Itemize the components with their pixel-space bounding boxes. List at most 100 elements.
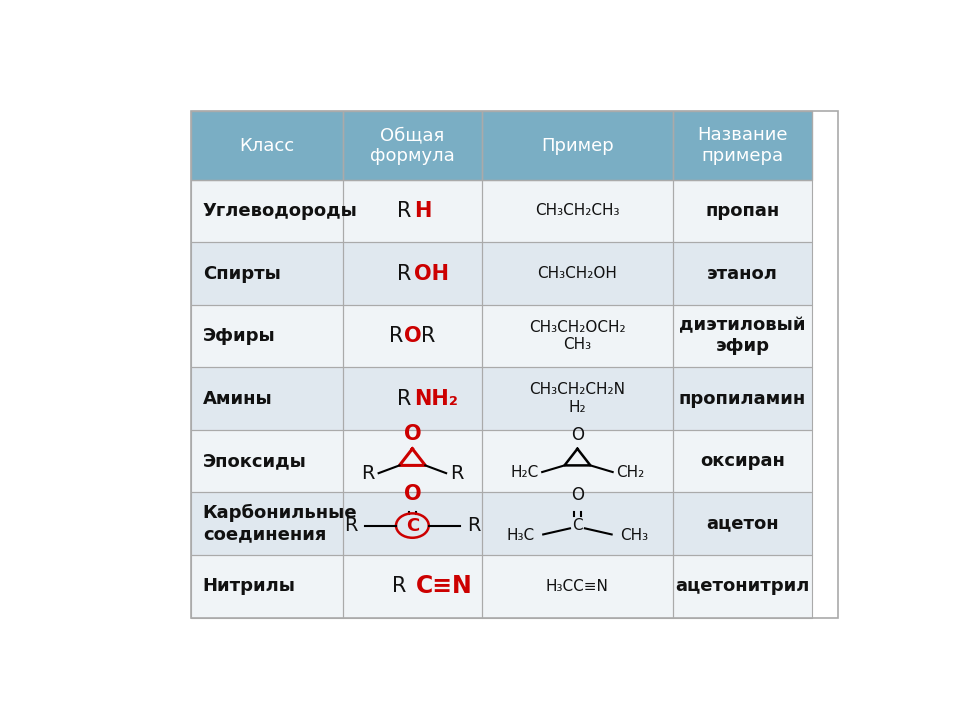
Bar [191,180,343,242]
Text: O: O [571,486,584,504]
Text: диэтиловый
эфир: диэтиловый эфир [680,317,805,356]
Text: ацетонитрил: ацетонитрил [675,577,809,595]
Bar [191,367,343,430]
Bar [343,430,482,492]
Bar [673,180,812,242]
Text: CH₃CH₂CH₂N
H₂: CH₃CH₂CH₂N H₂ [529,382,625,415]
Bar [482,430,673,492]
Bar [482,367,673,430]
Text: R: R [396,264,411,284]
Text: CH₃CH₂CH₃: CH₃CH₂CH₃ [535,204,619,218]
Text: H: H [414,201,431,221]
Text: H₃C: H₃C [506,528,535,543]
Bar [482,305,673,367]
Bar [343,305,482,367]
Text: Общая
формула: Общая формула [370,126,455,165]
Bar [673,112,812,180]
Bar [343,112,482,180]
Text: CH₃CH₂OCH₂
CH₃: CH₃CH₂OCH₂ CH₃ [529,320,626,352]
Text: CH₃CH₂OH: CH₃CH₂OH [538,266,617,281]
Text: пропиламин: пропиламин [679,390,806,408]
Bar [673,492,812,555]
Bar [343,555,482,618]
Bar [482,305,673,367]
Bar [673,305,812,367]
Bar [482,555,673,618]
Text: R: R [450,464,464,482]
Text: ацетон: ацетон [707,515,779,533]
Bar [673,242,812,305]
Text: NH₂: NH₂ [414,389,458,408]
Text: пропан: пропан [706,202,780,220]
Text: O: O [403,326,421,346]
Bar [482,430,673,492]
Text: оксиран: оксиран [700,452,785,470]
Bar [673,180,812,242]
Bar [343,242,482,305]
Text: CH₃: CH₃ [620,528,649,543]
Bar [482,112,673,180]
Text: Эпоксиды: Эпоксиды [203,452,307,470]
Bar [343,180,482,242]
Bar [673,305,812,367]
Bar [343,305,482,367]
Bar [482,492,673,555]
Bar [191,242,343,305]
Bar [343,180,482,242]
Bar [482,242,673,305]
Text: R: R [396,389,411,408]
Bar [191,492,343,555]
Text: OH: OH [414,264,449,284]
Bar [343,555,482,618]
Bar [482,367,673,430]
Bar [482,180,673,242]
Text: CH₂: CH₂ [615,464,644,480]
Bar [191,305,343,367]
Text: Нитрилы: Нитрилы [203,577,296,595]
Text: R: R [389,326,403,346]
Text: H₃CC≡N: H₃CC≡N [546,579,609,594]
Bar [343,367,482,430]
Bar [482,492,673,555]
Bar [343,492,482,555]
Text: Пример: Пример [541,137,613,155]
Bar [482,112,673,180]
Bar [191,430,343,492]
Bar [673,367,812,430]
Text: Амины: Амины [203,390,273,408]
Bar [482,555,673,618]
Bar [343,367,482,430]
Bar [673,430,812,492]
Text: этанол: этанол [708,264,778,282]
Text: C: C [406,516,419,534]
Bar [343,492,482,555]
Bar [191,305,343,367]
Bar [191,112,838,618]
Bar [191,180,343,242]
Text: C: C [572,518,583,533]
Bar [673,367,812,430]
Text: H₂C: H₂C [511,464,540,480]
Text: R: R [361,464,375,482]
Bar [482,180,673,242]
Text: O: O [571,426,584,444]
Text: O: O [403,424,421,444]
Bar [673,430,812,492]
Bar [343,112,482,180]
Bar [191,430,343,492]
Bar [191,112,343,180]
Text: Карбонильные
соединения: Карбонильные соединения [203,504,357,543]
Bar [673,555,812,618]
Bar [191,242,343,305]
Bar [673,242,812,305]
Bar [673,112,812,180]
Text: C≡N: C≡N [416,575,473,598]
Text: R: R [392,576,406,596]
Text: R: R [468,516,481,535]
Text: R: R [421,326,436,346]
Bar [191,555,343,618]
Text: Спирты: Спирты [203,264,280,282]
Bar [673,492,812,555]
Bar [673,555,812,618]
Text: Углеводороды: Углеводороды [203,202,358,220]
